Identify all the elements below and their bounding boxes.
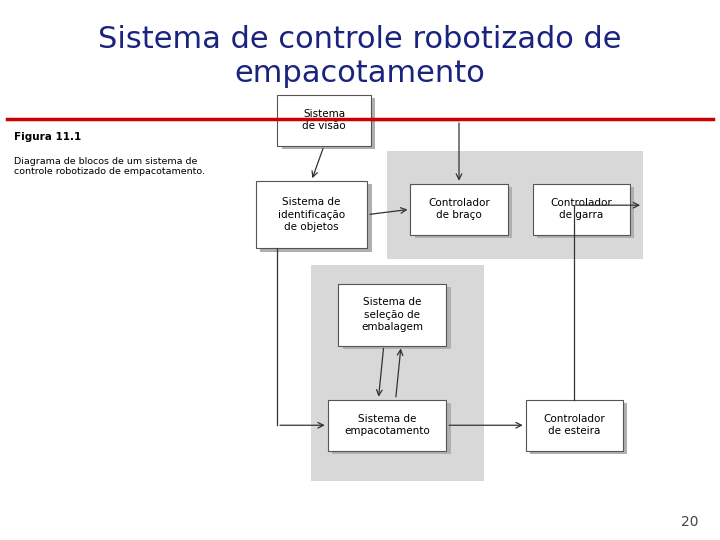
Text: Figura 11.1: Figura 11.1 — [14, 132, 81, 143]
Bar — [282, 98, 375, 149]
Text: Controlador
de braço: Controlador de braço — [428, 198, 490, 220]
Bar — [415, 187, 512, 238]
Text: Sistema de
identificação
de objetos: Sistema de identificação de objetos — [278, 197, 345, 232]
Bar — [343, 287, 451, 349]
Bar — [311, 265, 484, 481]
Bar — [410, 184, 508, 235]
Text: Diagrama de blocos de um sistema de
controle robotizado de empacotamento.: Diagrama de blocos de um sistema de cont… — [14, 157, 205, 176]
Bar — [526, 400, 623, 451]
Bar — [277, 94, 371, 146]
Text: Sistema de controle robotizado de
empacotamento: Sistema de controle robotizado de empaco… — [98, 25, 622, 88]
Text: Sistema de
seleção de
embalagem: Sistema de seleção de embalagem — [361, 297, 423, 332]
Text: Sistema de
empacotamento: Sistema de empacotamento — [344, 414, 430, 436]
Text: Sistema
de visão: Sistema de visão — [302, 109, 346, 131]
Bar — [328, 400, 446, 451]
Bar — [537, 187, 634, 238]
Bar — [533, 184, 630, 235]
Text: 20: 20 — [681, 515, 698, 529]
Bar — [260, 184, 372, 252]
Bar — [256, 181, 367, 248]
Text: Controlador
de garra: Controlador de garra — [551, 198, 612, 220]
Bar — [530, 403, 627, 454]
Bar — [332, 403, 451, 454]
Text: Controlador
de esteira: Controlador de esteira — [544, 414, 605, 436]
Bar — [338, 284, 446, 346]
Bar — [387, 151, 643, 259]
